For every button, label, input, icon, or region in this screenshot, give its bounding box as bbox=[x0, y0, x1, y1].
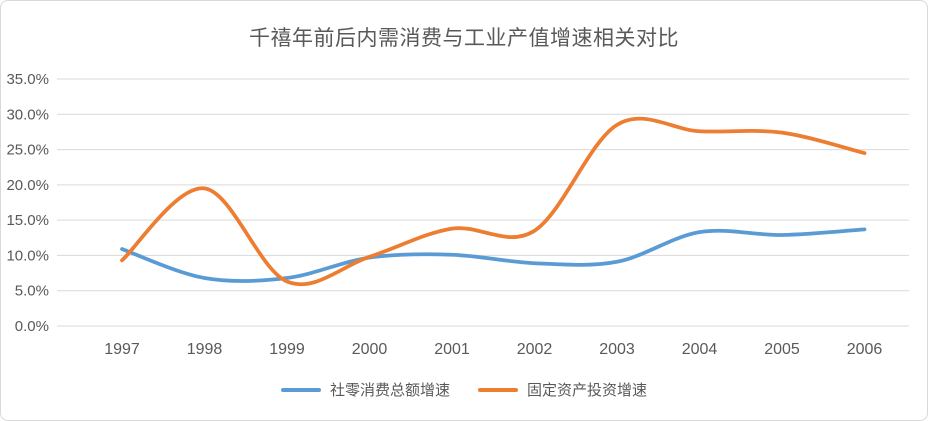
x-axis-label: 1997 bbox=[104, 341, 140, 358]
y-axis-label: 20.0% bbox=[6, 177, 49, 194]
legend-label: 社零消费总额增速 bbox=[329, 382, 450, 399]
series-line-1 bbox=[120, 116, 867, 287]
legend-label: 固定资产投资增速 bbox=[527, 382, 648, 399]
y-axis-label: 10.0% bbox=[6, 247, 49, 264]
x-axis-label: 1998 bbox=[187, 341, 223, 358]
y-axis-label: 30.0% bbox=[6, 106, 49, 123]
x-axis-label: 2005 bbox=[764, 341, 800, 358]
y-axis-label: 15.0% bbox=[6, 212, 49, 229]
y-axis-label: 35.0% bbox=[6, 71, 49, 88]
x-axis-label: 2006 bbox=[847, 341, 883, 358]
x-axis-label: 1999 bbox=[269, 341, 305, 358]
x-axis-label: 2000 bbox=[352, 341, 388, 358]
chart-legend: 社零消费总额增速 固定资产投资增速 bbox=[1, 379, 927, 400]
chart-title: 千禧年前后内需消费与工业产值增速相关对比 bbox=[249, 27, 679, 50]
x-axis-label: 2002 bbox=[517, 341, 553, 358]
y-axis-label: 5.0% bbox=[15, 283, 49, 300]
legend-item: 社零消费总额增速 bbox=[280, 379, 450, 400]
legend-item: 固定资产投资增速 bbox=[478, 379, 647, 400]
x-axis-label: 2003 bbox=[599, 341, 635, 358]
y-axis-label: 0.0% bbox=[15, 318, 49, 335]
series-line-0 bbox=[120, 227, 867, 283]
legend-line-swatch bbox=[280, 387, 321, 392]
legend-line-swatch bbox=[478, 387, 518, 392]
x-axis-label: 2001 bbox=[434, 341, 470, 358]
y-axis-label: 25.0% bbox=[6, 142, 49, 159]
x-axis-label: 2004 bbox=[682, 341, 718, 358]
